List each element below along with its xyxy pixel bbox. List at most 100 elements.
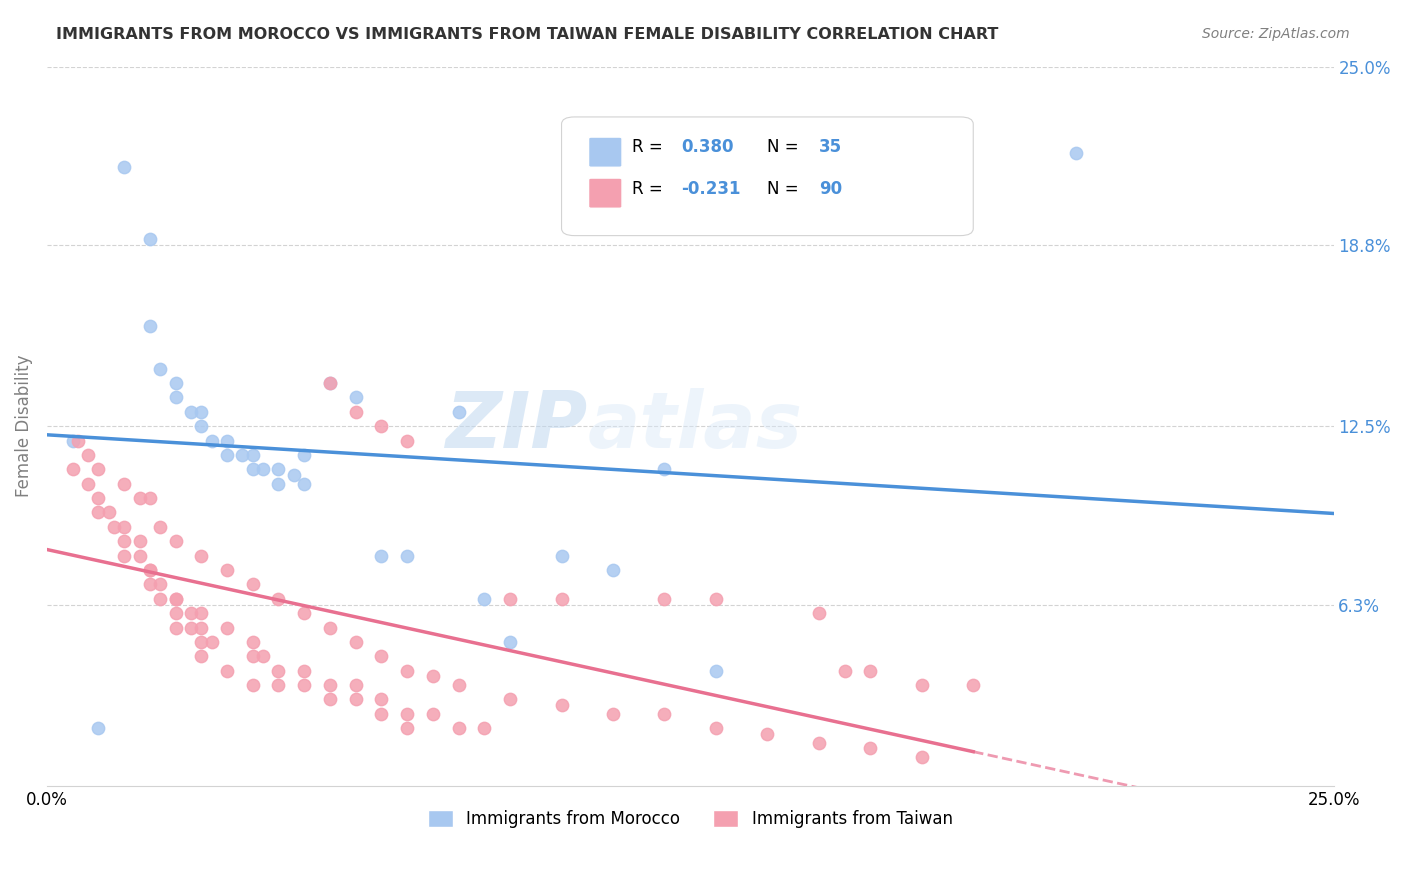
Point	[370, 419, 392, 434]
Point	[550, 591, 572, 606]
Point	[242, 462, 264, 476]
Point	[499, 692, 522, 706]
Point	[180, 405, 202, 419]
Point	[654, 591, 676, 606]
Point	[190, 635, 212, 649]
Point	[344, 678, 367, 692]
Text: R =: R =	[633, 180, 668, 198]
Point	[112, 534, 135, 549]
Text: 0.380: 0.380	[681, 138, 734, 156]
Point	[139, 563, 162, 577]
Point	[165, 621, 187, 635]
Point	[200, 434, 222, 448]
Point	[422, 669, 444, 683]
Point	[190, 621, 212, 635]
Point	[499, 591, 522, 606]
Point	[396, 549, 419, 563]
Point	[112, 161, 135, 175]
Text: 35: 35	[818, 138, 842, 156]
Point	[292, 664, 315, 678]
Point	[267, 462, 290, 476]
Point	[550, 549, 572, 563]
Point	[396, 721, 419, 735]
Point	[149, 591, 172, 606]
Point	[190, 606, 212, 620]
Point	[267, 591, 290, 606]
Point	[62, 462, 84, 476]
Point	[165, 591, 187, 606]
Point	[807, 736, 830, 750]
Point	[704, 591, 727, 606]
Point	[215, 434, 238, 448]
Point	[472, 721, 495, 735]
Text: -0.231: -0.231	[681, 180, 741, 198]
Point	[447, 678, 470, 692]
Point	[252, 649, 274, 664]
Point	[165, 591, 187, 606]
Point	[215, 563, 238, 577]
Point	[112, 520, 135, 534]
Point	[370, 549, 392, 563]
Text: ZIP: ZIP	[446, 388, 588, 464]
Point	[472, 591, 495, 606]
Point	[370, 649, 392, 664]
Text: R =: R =	[633, 138, 668, 156]
FancyBboxPatch shape	[589, 178, 621, 208]
Point	[962, 678, 984, 692]
Point	[252, 462, 274, 476]
Point	[112, 549, 135, 563]
Point	[344, 405, 367, 419]
Point	[859, 741, 882, 756]
Point	[242, 678, 264, 692]
Point	[344, 692, 367, 706]
Point	[139, 318, 162, 333]
Point	[77, 448, 100, 462]
Point	[550, 698, 572, 713]
Point	[602, 563, 624, 577]
Point	[447, 405, 470, 419]
Point	[87, 506, 110, 520]
Point	[87, 491, 110, 505]
Point	[756, 727, 779, 741]
Point	[62, 434, 84, 448]
Point	[704, 721, 727, 735]
Point	[319, 692, 342, 706]
Point	[149, 577, 172, 591]
Point	[1064, 145, 1087, 160]
Point	[87, 721, 110, 735]
Point	[231, 448, 253, 462]
Point	[77, 476, 100, 491]
Point	[422, 706, 444, 721]
Point	[344, 635, 367, 649]
FancyBboxPatch shape	[589, 137, 621, 168]
Point	[66, 434, 89, 448]
Point	[190, 419, 212, 434]
Point	[292, 448, 315, 462]
Point	[149, 520, 172, 534]
Point	[103, 520, 125, 534]
Legend: Immigrants from Morocco, Immigrants from Taiwan: Immigrants from Morocco, Immigrants from…	[420, 804, 959, 835]
Point	[139, 577, 162, 591]
Point	[242, 635, 264, 649]
Point	[215, 448, 238, 462]
Point	[370, 706, 392, 721]
Point	[292, 678, 315, 692]
Point	[319, 376, 342, 390]
Point	[654, 706, 676, 721]
Point	[242, 577, 264, 591]
Point	[344, 391, 367, 405]
Point	[447, 721, 470, 735]
Point	[370, 692, 392, 706]
Text: 90: 90	[818, 180, 842, 198]
Point	[128, 549, 150, 563]
Point	[180, 621, 202, 635]
Point	[87, 462, 110, 476]
Point	[396, 434, 419, 448]
Point	[319, 376, 342, 390]
Point	[283, 468, 305, 483]
Point	[602, 706, 624, 721]
Text: Source: ZipAtlas.com: Source: ZipAtlas.com	[1202, 27, 1350, 41]
Point	[499, 635, 522, 649]
Point	[267, 476, 290, 491]
Point	[859, 664, 882, 678]
